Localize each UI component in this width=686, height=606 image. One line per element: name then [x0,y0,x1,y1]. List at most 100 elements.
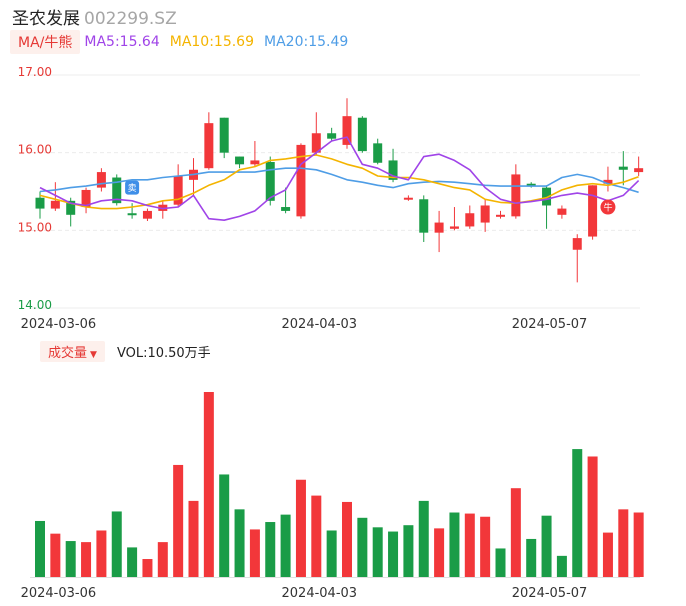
volume-bar [326,530,337,577]
volume-bar [173,464,184,577]
candle-body [235,156,245,165]
volume-bar [403,525,414,577]
x-tick-label: 2024-04-03 [282,586,358,601]
volume-bar [219,474,230,577]
candle-body [603,179,613,184]
candle-body [173,175,183,205]
ma10-label: MA10:15.69 [169,34,255,50]
volume-bar [464,513,475,577]
ma5-label: MA5:15.64 [84,34,160,50]
volume-selector-label: 成交量 [48,345,88,361]
volume-bar [265,522,276,577]
volume-bar [188,500,199,577]
stock-title: 圣农发展 002299.SZ [12,4,177,29]
buy-marker-label: 牛 [603,202,612,214]
x-tick-label: 2024-03-06 [21,317,97,332]
y-tick-label: 16.00 [18,143,52,157]
candle-body [204,123,214,169]
y-tick-label: 15.00 [18,220,52,234]
volume-bar [372,527,383,577]
volume-bar [556,555,567,577]
volume-bar [81,542,92,577]
volume-bar [203,392,214,577]
volume-bar [388,531,399,577]
volume-value-label: VOL:10.50万手 [116,345,211,361]
candle-body [388,160,398,180]
volume-bar [572,449,583,577]
volume-bar [127,547,138,577]
candle-body [281,207,291,211]
candle-body [311,133,321,153]
candle-body [618,166,628,170]
volume-bar [526,538,537,577]
candle-body [403,197,413,200]
candle-body [542,187,552,206]
ma20-line [39,167,639,194]
candle-body [35,197,45,209]
candle-body [250,160,260,165]
volume-bar [50,533,61,577]
volume-bar [434,528,445,577]
candle-body [142,210,152,219]
ma20-label: MA20:15.49 [264,34,349,50]
candle-body [572,238,582,250]
volume-bar [65,541,76,577]
volume-bar [357,517,368,577]
candle-body [357,117,367,152]
volume-bar [510,488,521,577]
x-tick-label: 2024-04-03 [282,317,358,332]
candle-body [434,222,444,233]
volume-bar [602,532,613,577]
volume-bar [234,509,245,577]
candle-body [634,168,644,173]
candle-body [557,208,567,215]
candle-body [265,161,275,201]
volume-bar [480,516,491,577]
volume-bar [311,495,322,577]
caret-down-icon: ▼ [90,349,97,360]
volume-bar [633,512,644,577]
volume-bar [541,515,552,577]
candle-body [511,174,521,217]
candle-body [465,213,475,227]
candle-body [449,226,459,229]
y-tick-label: 17.00 [18,65,52,79]
stock-code: 002299.SZ [84,9,177,29]
x-tick-label: 2024-05-07 [512,317,588,332]
candle-body [496,214,505,217]
volume-bar [587,456,598,577]
candle-body [419,199,429,233]
volume-bar [495,548,506,577]
candle-body [66,200,76,215]
candle-body [81,189,91,208]
volume-bar [418,500,429,577]
candle-body [127,213,137,216]
candle-body [373,143,383,163]
volume-bar [249,529,260,577]
candle-body [526,183,536,186]
candle-body [342,116,352,145]
volume-bar [449,512,460,577]
volume-indicator-selector[interactable]: 成交量 ▼ [40,340,105,362]
volume-bar [96,530,107,577]
x-tick-label: 2024-05-07 [512,586,588,601]
y-tick-label: 14.00 [18,298,52,312]
volume-bar [35,520,45,577]
volume-bar [157,542,168,577]
sell-marker-label: 卖 [128,183,137,194]
buy-marker-icon [600,199,616,215]
candle-body [327,133,337,139]
volume-bar [111,511,122,577]
candle-body [588,185,598,237]
ma5-line [39,136,640,221]
ma-indicator-selector[interactable]: MA/牛熊 [10,30,81,54]
volume-bar [280,514,291,577]
volume-bar [342,501,352,577]
candle-body [296,144,306,217]
candle-body [50,200,60,209]
candle-body [219,117,229,153]
candle-body [96,172,106,188]
sell-marker-icon [125,180,140,195]
stock-name: 圣农发展 [12,9,80,29]
